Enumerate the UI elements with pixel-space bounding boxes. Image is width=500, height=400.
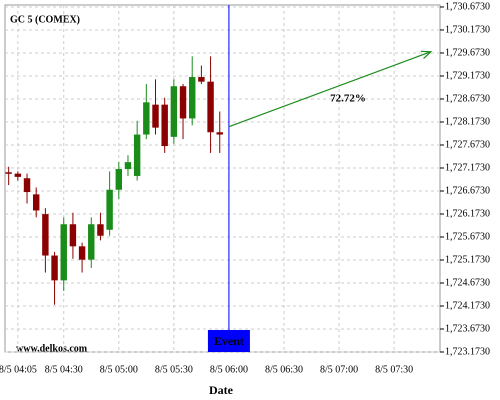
y-tick-label: 1,724.1730 [445,300,490,311]
candle-body [198,77,205,82]
candle-body [152,104,159,128]
x-axis-label: Date [209,383,234,397]
y-tick-label: 1,725.6730 [445,231,490,242]
y-tick-label: 1,727.1730 [445,162,490,173]
y-tick-label: 1,728.1730 [445,116,490,127]
x-tick-label: 8/5 04:05 [0,364,37,375]
candle-body [32,194,40,211]
arrow-head [420,50,433,60]
candle-body [179,86,187,119]
y-tick-label: 1,730.1730 [445,24,490,35]
x-tick-label: 8/5 06:00 [210,364,248,375]
candle-body [14,173,22,177]
x-tick-label: 8/5 06:30 [265,364,303,375]
candle-body [69,224,77,247]
x-tick-label: 8/5 07:30 [375,364,413,375]
candle-body [42,214,49,256]
candle-body [115,169,123,190]
x-tick-label: 8/5 04:30 [45,364,83,375]
candle-body [189,77,196,119]
candle-body [207,81,214,133]
y-tick-label: 1,729.1730 [445,70,490,81]
y-tick-label: 1,727.6730 [445,139,490,150]
watermark: www.delkos.com [16,343,88,354]
forecast-label: 72.72% [330,93,366,105]
candle-body [124,162,132,170]
candle-body [97,224,104,236]
candle-body [5,172,12,174]
candle-body [60,224,67,281]
event-label: Event [214,334,244,348]
chart-title: GC 5 (COMEX) [10,14,80,25]
y-tick-label: 1,725.1730 [445,254,490,265]
x-tick-label: 8/5 07:00 [320,364,358,375]
candle-body [88,224,95,260]
candle-body [78,246,86,260]
y-tick-label: 1,726.6730 [445,185,490,196]
candle-body [23,178,31,193]
x-tick-label: 8/5 05:30 [155,364,193,375]
candle-body [106,189,113,230]
candle-body [161,104,168,147]
y-tick-label: 1,726.1730 [445,208,490,219]
candle-body [170,86,178,137]
event-box [207,330,250,352]
y-tick-label: 1,728.6730 [445,93,490,104]
y-tick-label: 1,724.6730 [445,277,490,288]
y-tick-label: 1,730.6730 [445,1,490,12]
x-tick-label: 8/5 05:00 [100,364,138,375]
candle-body [216,132,223,135]
candle-body [133,134,141,176]
y-tick-label: 1,723.1730 [445,346,490,357]
candle-body [143,102,150,135]
y-tick-label: 1,729.6730 [445,47,490,58]
forecast-arrow [228,51,432,128]
y-tick-label: 1,723.6730 [445,323,490,334]
candle-body [51,255,58,281]
